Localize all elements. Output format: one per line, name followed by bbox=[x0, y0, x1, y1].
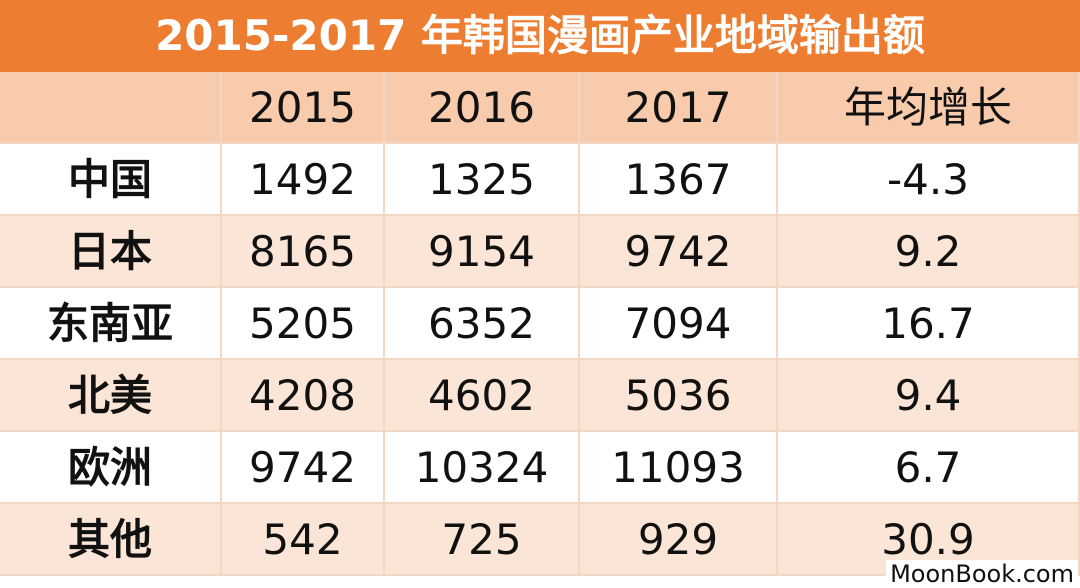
watermark: MoonBook.com bbox=[886, 560, 1078, 588]
table-cell: 929 bbox=[580, 504, 778, 576]
header-cell: 年均增长 bbox=[778, 72, 1080, 144]
header-cell: 2016 bbox=[385, 72, 580, 144]
table-cell: 中国 bbox=[0, 144, 222, 216]
table-row: 欧洲 9742 10324 11093 6.7 bbox=[0, 432, 1080, 504]
table-cell: 725 bbox=[385, 504, 580, 576]
header-cell bbox=[0, 72, 222, 144]
table-cell: 9.4 bbox=[778, 360, 1080, 432]
table-row: 其他 542 725 929 30.9 bbox=[0, 504, 1080, 576]
table-row: 东南亚 5205 6352 7094 16.7 bbox=[0, 288, 1080, 360]
table-cell: 5036 bbox=[580, 360, 778, 432]
table-cell: 11093 bbox=[580, 432, 778, 504]
table-cell: 542 bbox=[222, 504, 385, 576]
table-cell: 10324 bbox=[385, 432, 580, 504]
table-row: 日本 8165 9154 9742 9.2 bbox=[0, 216, 1080, 288]
table-cell: 东南亚 bbox=[0, 288, 222, 360]
table-cell: 4208 bbox=[222, 360, 385, 432]
table-cell: 6352 bbox=[385, 288, 580, 360]
table-cell: 8165 bbox=[222, 216, 385, 288]
header-row: 2015 2016 2017 年均增长 bbox=[0, 72, 1080, 144]
header-cell: 2015 bbox=[222, 72, 385, 144]
table-cell: 欧洲 bbox=[0, 432, 222, 504]
table-cell: 日本 bbox=[0, 216, 222, 288]
table-cell: 16.7 bbox=[778, 288, 1080, 360]
table-cell: -4.3 bbox=[778, 144, 1080, 216]
table-cell: 9742 bbox=[580, 216, 778, 288]
table-cell: 9154 bbox=[385, 216, 580, 288]
table-cell: 9742 bbox=[222, 432, 385, 504]
table-cell: 1325 bbox=[385, 144, 580, 216]
table-cell: 1492 bbox=[222, 144, 385, 216]
title: 2015-2017 年韩国漫画产业地域输出额 bbox=[0, 0, 1080, 72]
table-cell: 7094 bbox=[580, 288, 778, 360]
table-cell: 北美 bbox=[0, 360, 222, 432]
table-cell: 其他 bbox=[0, 504, 222, 576]
table-row: 中国 1492 1325 1367 -4.3 bbox=[0, 144, 1080, 216]
table-cell: 4602 bbox=[385, 360, 580, 432]
table-cell: 5205 bbox=[222, 288, 385, 360]
header-cell: 2017 bbox=[580, 72, 778, 144]
table-row: 北美 4208 4602 5036 9.4 bbox=[0, 360, 1080, 432]
table-cell: 1367 bbox=[580, 144, 778, 216]
table-cell: 6.7 bbox=[778, 432, 1080, 504]
table-cell: 9.2 bbox=[778, 216, 1080, 288]
